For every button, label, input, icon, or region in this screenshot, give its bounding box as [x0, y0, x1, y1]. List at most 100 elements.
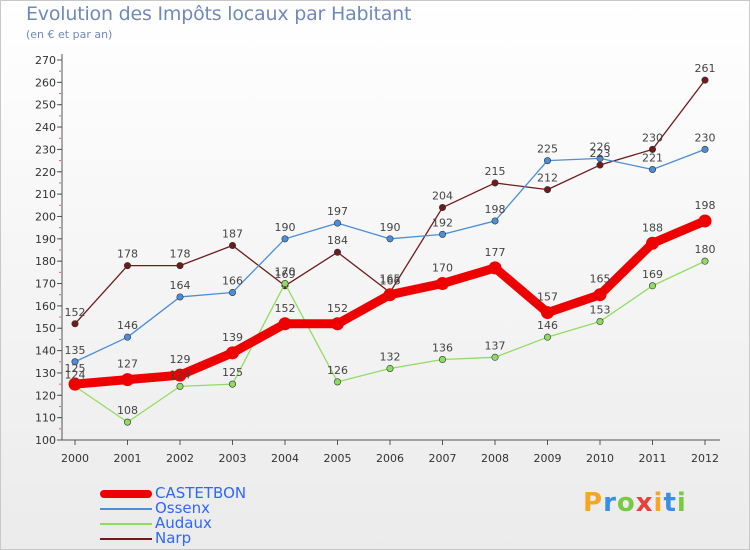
data-point-castetbon	[593, 288, 607, 302]
data-point-ossenx	[648, 166, 656, 174]
data-label-audaux: 137	[485, 339, 506, 352]
data-point-ossenx	[438, 230, 446, 238]
logo-letter: i	[653, 488, 664, 518]
data-point-audaux	[176, 382, 184, 390]
data-point-narp	[229, 242, 237, 250]
x-tick-label: 2009	[534, 452, 562, 465]
data-point-audaux	[648, 282, 656, 290]
legend-swatch	[100, 490, 152, 498]
logo-letter: i	[676, 488, 687, 518]
data-label-narp: 215	[485, 165, 506, 178]
data-label-ossenx: 197	[327, 205, 348, 218]
data-point-ossenx	[491, 217, 499, 225]
data-label-audaux: 132	[380, 350, 401, 363]
data-label-narp: 230	[642, 131, 663, 144]
legend-swatch	[100, 538, 152, 540]
data-point-ossenx	[333, 219, 341, 227]
x-tick-label: 2006	[376, 452, 404, 465]
data-point-narp	[648, 145, 656, 153]
data-point-castetbon	[436, 277, 449, 291]
data-label-castetbon: 188	[642, 221, 663, 234]
data-label-castetbon: 127	[117, 358, 138, 371]
x-tick-label: 2005	[324, 452, 352, 465]
data-label-ossenx: 225	[537, 143, 558, 156]
x-tick-label: 2007	[429, 452, 457, 465]
data-label-castetbon: 157	[537, 291, 558, 304]
data-label-narp: 212	[537, 172, 558, 185]
y-tick-label: 270	[35, 54, 56, 67]
data-point-narp	[333, 248, 341, 256]
data-label-ossenx: 190	[380, 221, 401, 234]
data-point-audaux	[229, 380, 237, 388]
data-point-ossenx	[543, 157, 551, 165]
legend-item-narp: Narp	[100, 529, 300, 547]
x-tick-label: 2003	[219, 452, 247, 465]
data-point-ossenx	[229, 288, 237, 296]
y-tick-label: 230	[35, 143, 56, 156]
data-point-audaux	[701, 257, 709, 265]
data-label-audaux: 108	[117, 404, 138, 417]
data-point-castetbon	[646, 236, 659, 250]
x-tick-label: 2001	[114, 452, 142, 465]
data-label-audaux: 180	[695, 243, 716, 256]
chart-subtitle: (en € et par an)	[26, 28, 113, 41]
data-point-castetbon	[488, 261, 502, 275]
data-point-narp	[596, 161, 604, 169]
data-label-ossenx: 230	[695, 131, 716, 144]
data-point-audaux	[124, 418, 132, 426]
data-label-castetbon: 139	[222, 331, 243, 344]
data-point-audaux	[386, 364, 394, 372]
x-tick-label: 2011	[639, 452, 667, 465]
data-label-castetbon: 165	[380, 273, 401, 286]
data-label-castetbon: 177	[485, 246, 506, 259]
data-point-castetbon	[121, 373, 134, 387]
data-label-castetbon: 152	[275, 302, 296, 315]
data-label-castetbon: 170	[432, 262, 453, 275]
data-label-narp: 261	[695, 62, 716, 75]
data-label-narp: 152	[65, 306, 86, 319]
y-tick-label: 220	[35, 166, 56, 179]
data-label-narp: 187	[222, 228, 243, 241]
y-tick-label: 210	[35, 188, 56, 201]
logo-letter: r	[603, 488, 617, 518]
x-tick-label: 2012	[691, 452, 719, 465]
data-label-castetbon: 129	[170, 353, 191, 366]
y-tick-label: 150	[35, 322, 56, 335]
data-label-castetbon: 152	[327, 302, 348, 315]
data-label-ossenx: 221	[642, 152, 663, 165]
chart-title: Evolution des Impôts locaux par Habitant	[26, 3, 412, 25]
x-tick-label: 2002	[166, 452, 194, 465]
data-point-narp	[491, 179, 499, 187]
legend-item-ossenx: Ossenx	[100, 499, 300, 517]
data-point-castetbon	[278, 317, 292, 331]
data-label-audaux: 153	[590, 304, 611, 317]
x-tick-label: 2008	[481, 452, 509, 465]
logo-letter: t	[663, 488, 677, 518]
data-label-ossenx: 192	[432, 216, 453, 229]
chart-axes: 100 110 120 130 140 150 160 170 180 190 200 210 220 2…	[35, 54, 720, 465]
data-point-castetbon	[173, 368, 187, 382]
data-point-castetbon	[383, 288, 397, 302]
data-label-narp: 184	[327, 234, 348, 247]
y-tick-label: 160	[35, 300, 56, 313]
data-label-ossenx: 166	[222, 274, 243, 287]
x-tick-label: 2000	[61, 452, 89, 465]
data-point-castetbon	[331, 317, 344, 331]
data-labels-layer: 152 178 178 187 169 184 166 204 215 212 223 230 261 1…	[65, 62, 716, 417]
legend-swatch	[100, 508, 152, 510]
data-point-ossenx	[596, 154, 604, 162]
data-label-audaux: 146	[537, 319, 558, 332]
y-tick-label: 260	[35, 76, 56, 89]
data-label-audaux: 126	[327, 364, 348, 377]
data-point-narp	[71, 320, 79, 328]
data-label-audaux: 136	[432, 342, 453, 355]
proxiti-logo: Proxiti	[583, 488, 687, 518]
data-label-audaux: 124	[170, 368, 191, 381]
y-tick-label: 190	[35, 233, 56, 246]
data-point-narp	[176, 262, 184, 270]
data-point-castetbon	[68, 377, 82, 391]
legend-label: CASTETBON	[155, 484, 247, 502]
y-tick-label: 130	[35, 367, 56, 380]
data-point-audaux	[596, 318, 604, 326]
